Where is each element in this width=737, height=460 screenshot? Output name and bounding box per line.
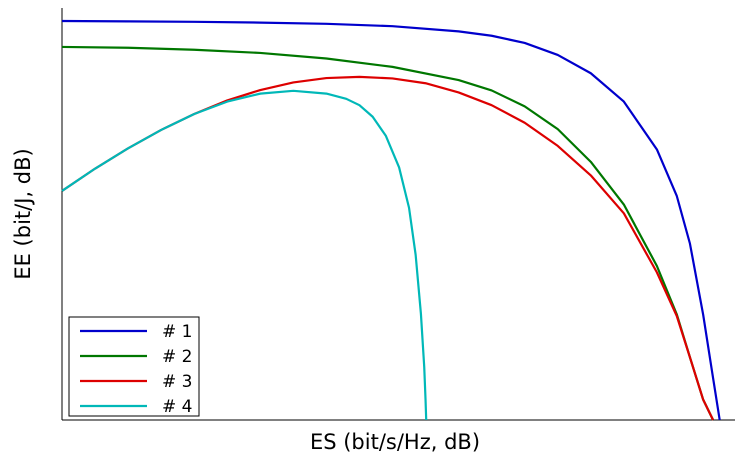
- y-axis-label: EE (bit/J, dB): [11, 148, 35, 279]
- legend: # 1 # 2 # 3 # 4: [68, 316, 200, 417]
- legend-label-3: # 3: [162, 372, 192, 392]
- legend-items: # 1 # 2 # 3 # 4: [80, 322, 192, 417]
- legend-label-2: # 2: [162, 347, 192, 367]
- x-axis-label: ES (bit/s/Hz, dB): [310, 430, 480, 454]
- series-group: [61, 19, 721, 421]
- legend-label-1: # 1: [162, 322, 192, 342]
- series-line-4: [61, 89, 428, 421]
- legend-label-4: # 4: [162, 397, 192, 417]
- series-line-1: [61, 19, 721, 421]
- legend-box: [68, 316, 200, 417]
- plot-area: [61, 8, 735, 421]
